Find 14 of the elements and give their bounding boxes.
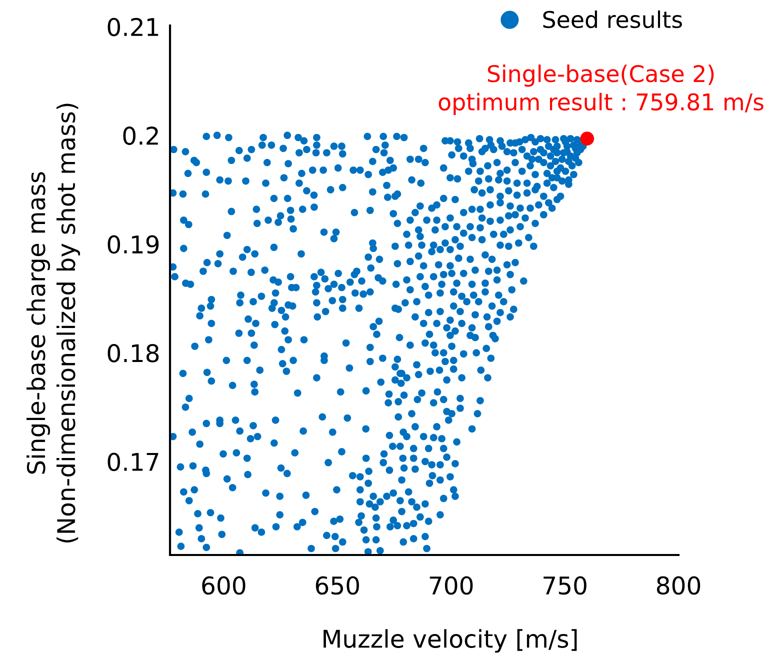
y-axis-title: Single-base charge mass (Non-dimensionalized by shot mass): [26, 104, 80, 543]
x-tick-label: 600: [202, 576, 246, 595]
x-tick-label: 750: [544, 576, 586, 595]
x-axis-title: Muzzle velocity [m/s]: [324, 629, 577, 653]
legend-label: Seed results: [543, 10, 682, 28]
y-tick-label: 0.18: [108, 344, 159, 362]
y-tick-label: 0.17: [108, 452, 158, 472]
y-tick-label: 0.2: [123, 126, 158, 145]
y-tick-label: 0.19: [108, 235, 159, 254]
y-tick-label: 0.21: [108, 18, 158, 36]
annotation: Single-base(Case 2) optimum result : 759.81 m/s: [438, 64, 764, 116]
x-tick-label: 700: [430, 576, 473, 595]
x-tick-label: 650: [316, 576, 359, 595]
x-tick-label: 800: [656, 576, 700, 595]
